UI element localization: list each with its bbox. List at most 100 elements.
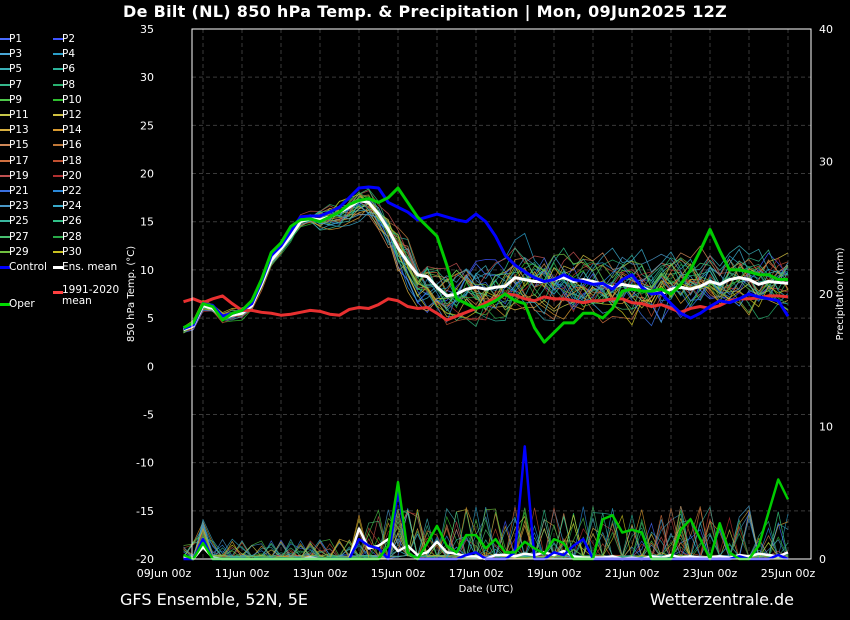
legend-label: P5 bbox=[9, 63, 23, 76]
member-line bbox=[183, 198, 789, 331]
legend-label: P6 bbox=[62, 63, 76, 76]
y-tick-label: -10 bbox=[136, 457, 154, 470]
series-line bbox=[183, 292, 789, 322]
series-line bbox=[182, 185, 790, 331]
legend-label: P28 bbox=[62, 230, 82, 243]
legend-label: P19 bbox=[9, 169, 29, 182]
legend-swatch bbox=[0, 250, 10, 253]
member-line bbox=[183, 191, 789, 333]
legend-label: P12 bbox=[62, 109, 82, 121]
legend-swatch bbox=[53, 250, 63, 253]
legend-label: Oper bbox=[9, 298, 35, 311]
legend-swatch bbox=[53, 190, 63, 192]
x-tick-label: 17Jun 00z bbox=[449, 567, 504, 580]
series-line bbox=[182, 186, 788, 344]
legend-swatch bbox=[53, 98, 63, 101]
legend-label: P25 bbox=[9, 215, 29, 228]
legend-swatch bbox=[0, 53, 10, 56]
member-line bbox=[183, 199, 789, 331]
x-tick-label: 13Jun 00z bbox=[293, 567, 348, 580]
y-tick-label: 30 bbox=[140, 71, 154, 84]
ensemble-member-lines bbox=[183, 186, 789, 334]
y2-tick-label: 40 bbox=[819, 23, 833, 36]
y-tick-label: 25 bbox=[140, 119, 154, 132]
y-tick-label: 5 bbox=[147, 312, 154, 325]
legend-label: P7 bbox=[9, 78, 23, 91]
legend-swatch bbox=[0, 38, 10, 40]
x-axis-label: Date (UTC) bbox=[459, 584, 514, 595]
legend-label: Ens. mean bbox=[62, 261, 118, 273]
series-line bbox=[182, 199, 789, 332]
legend-label: P30 bbox=[62, 245, 82, 258]
x-tick-label: 15Jun 00z bbox=[371, 567, 426, 580]
legend-swatch bbox=[0, 129, 10, 132]
y-tick-label: -5 bbox=[143, 408, 154, 421]
y2-tick-label: 20 bbox=[819, 288, 833, 301]
member-line bbox=[183, 205, 789, 332]
y-tick-label: 0 bbox=[147, 360, 154, 373]
legend-swatch bbox=[0, 68, 10, 71]
legend-swatch bbox=[0, 144, 10, 147]
legend-label: Control bbox=[9, 261, 47, 273]
legend-swatch bbox=[0, 220, 10, 223]
y-tick-label: 15 bbox=[140, 216, 154, 229]
legend-swatch bbox=[53, 205, 63, 208]
legend-label: P23 bbox=[9, 200, 29, 213]
legend-swatch bbox=[0, 114, 10, 116]
y2-tick-label: 30 bbox=[819, 156, 833, 169]
x-tick-label: 19Jun 00z bbox=[527, 567, 582, 580]
legend-swatch bbox=[0, 83, 10, 86]
legend-swatch bbox=[53, 68, 63, 71]
axes: -20 -15 -10 -5 0 5 10 15 20 25 30 35 0 10 20 30 40 09Jun … bbox=[126, 23, 846, 595]
legend-swatch bbox=[0, 205, 10, 208]
legend-label: P15 bbox=[9, 139, 29, 152]
y-tick-label: 10 bbox=[140, 264, 154, 277]
y2-tick-label: 0 bbox=[819, 553, 826, 566]
legend-label: P22 bbox=[62, 185, 82, 197]
legend-swatch bbox=[53, 174, 63, 177]
legend-label: P26 bbox=[62, 215, 82, 228]
legend-label: P13 bbox=[9, 124, 29, 137]
y-tick-label: 35 bbox=[140, 23, 154, 36]
legend-swatch bbox=[0, 190, 10, 192]
x-tick-label: 09Jun 00z bbox=[137, 567, 192, 580]
y-tick-label: 20 bbox=[140, 168, 154, 181]
y2-tick-label: 10 bbox=[819, 421, 833, 434]
source-site: Wetterzentrale.de bbox=[649, 590, 794, 609]
legend-label: P8 bbox=[62, 78, 76, 91]
legend-label: P2 bbox=[62, 33, 76, 45]
legend-swatch bbox=[53, 144, 63, 147]
y2-axis-label: Precipitation (mm) bbox=[835, 247, 846, 340]
legend-swatch bbox=[53, 129, 63, 132]
legend-label: P11 bbox=[9, 109, 29, 121]
plot-frame bbox=[191, 28, 812, 560]
legend-label: P9 bbox=[9, 93, 23, 106]
legend-label: 1991-2020 mean bbox=[62, 284, 120, 308]
legend-swatch bbox=[0, 266, 10, 269]
legend-label: P20 bbox=[62, 169, 82, 182]
legend-label: P18 bbox=[62, 154, 82, 167]
chart-title: De Bilt (NL) 850 hPa Temp. & Precipitati… bbox=[123, 2, 727, 21]
legend-swatch bbox=[53, 53, 63, 56]
legend-swatch bbox=[53, 291, 63, 295]
y-axis-label: 850 hPa Temp. (°C) bbox=[126, 246, 137, 342]
legend-label: P29 bbox=[9, 245, 29, 258]
x-tick-label: 25Jun 00z bbox=[761, 567, 816, 580]
legend-label: P1 bbox=[9, 33, 23, 45]
legend-label: P24 bbox=[62, 200, 82, 213]
legend-swatch bbox=[0, 98, 10, 101]
legend-label: P10 bbox=[62, 93, 82, 106]
legend-swatch bbox=[53, 159, 63, 162]
legend-swatch bbox=[53, 38, 63, 40]
legend-swatch bbox=[0, 303, 10, 307]
legend-swatch bbox=[53, 220, 63, 223]
precipitation-lines bbox=[183, 445, 790, 561]
legend-swatch bbox=[0, 159, 10, 162]
series-line bbox=[183, 445, 789, 561]
legend-swatch bbox=[0, 174, 10, 177]
legend-swatch bbox=[53, 235, 63, 238]
legend-swatch bbox=[0, 235, 10, 238]
x-tick-label: 21Jun 00z bbox=[605, 567, 660, 580]
legend-label: P3 bbox=[9, 48, 23, 61]
